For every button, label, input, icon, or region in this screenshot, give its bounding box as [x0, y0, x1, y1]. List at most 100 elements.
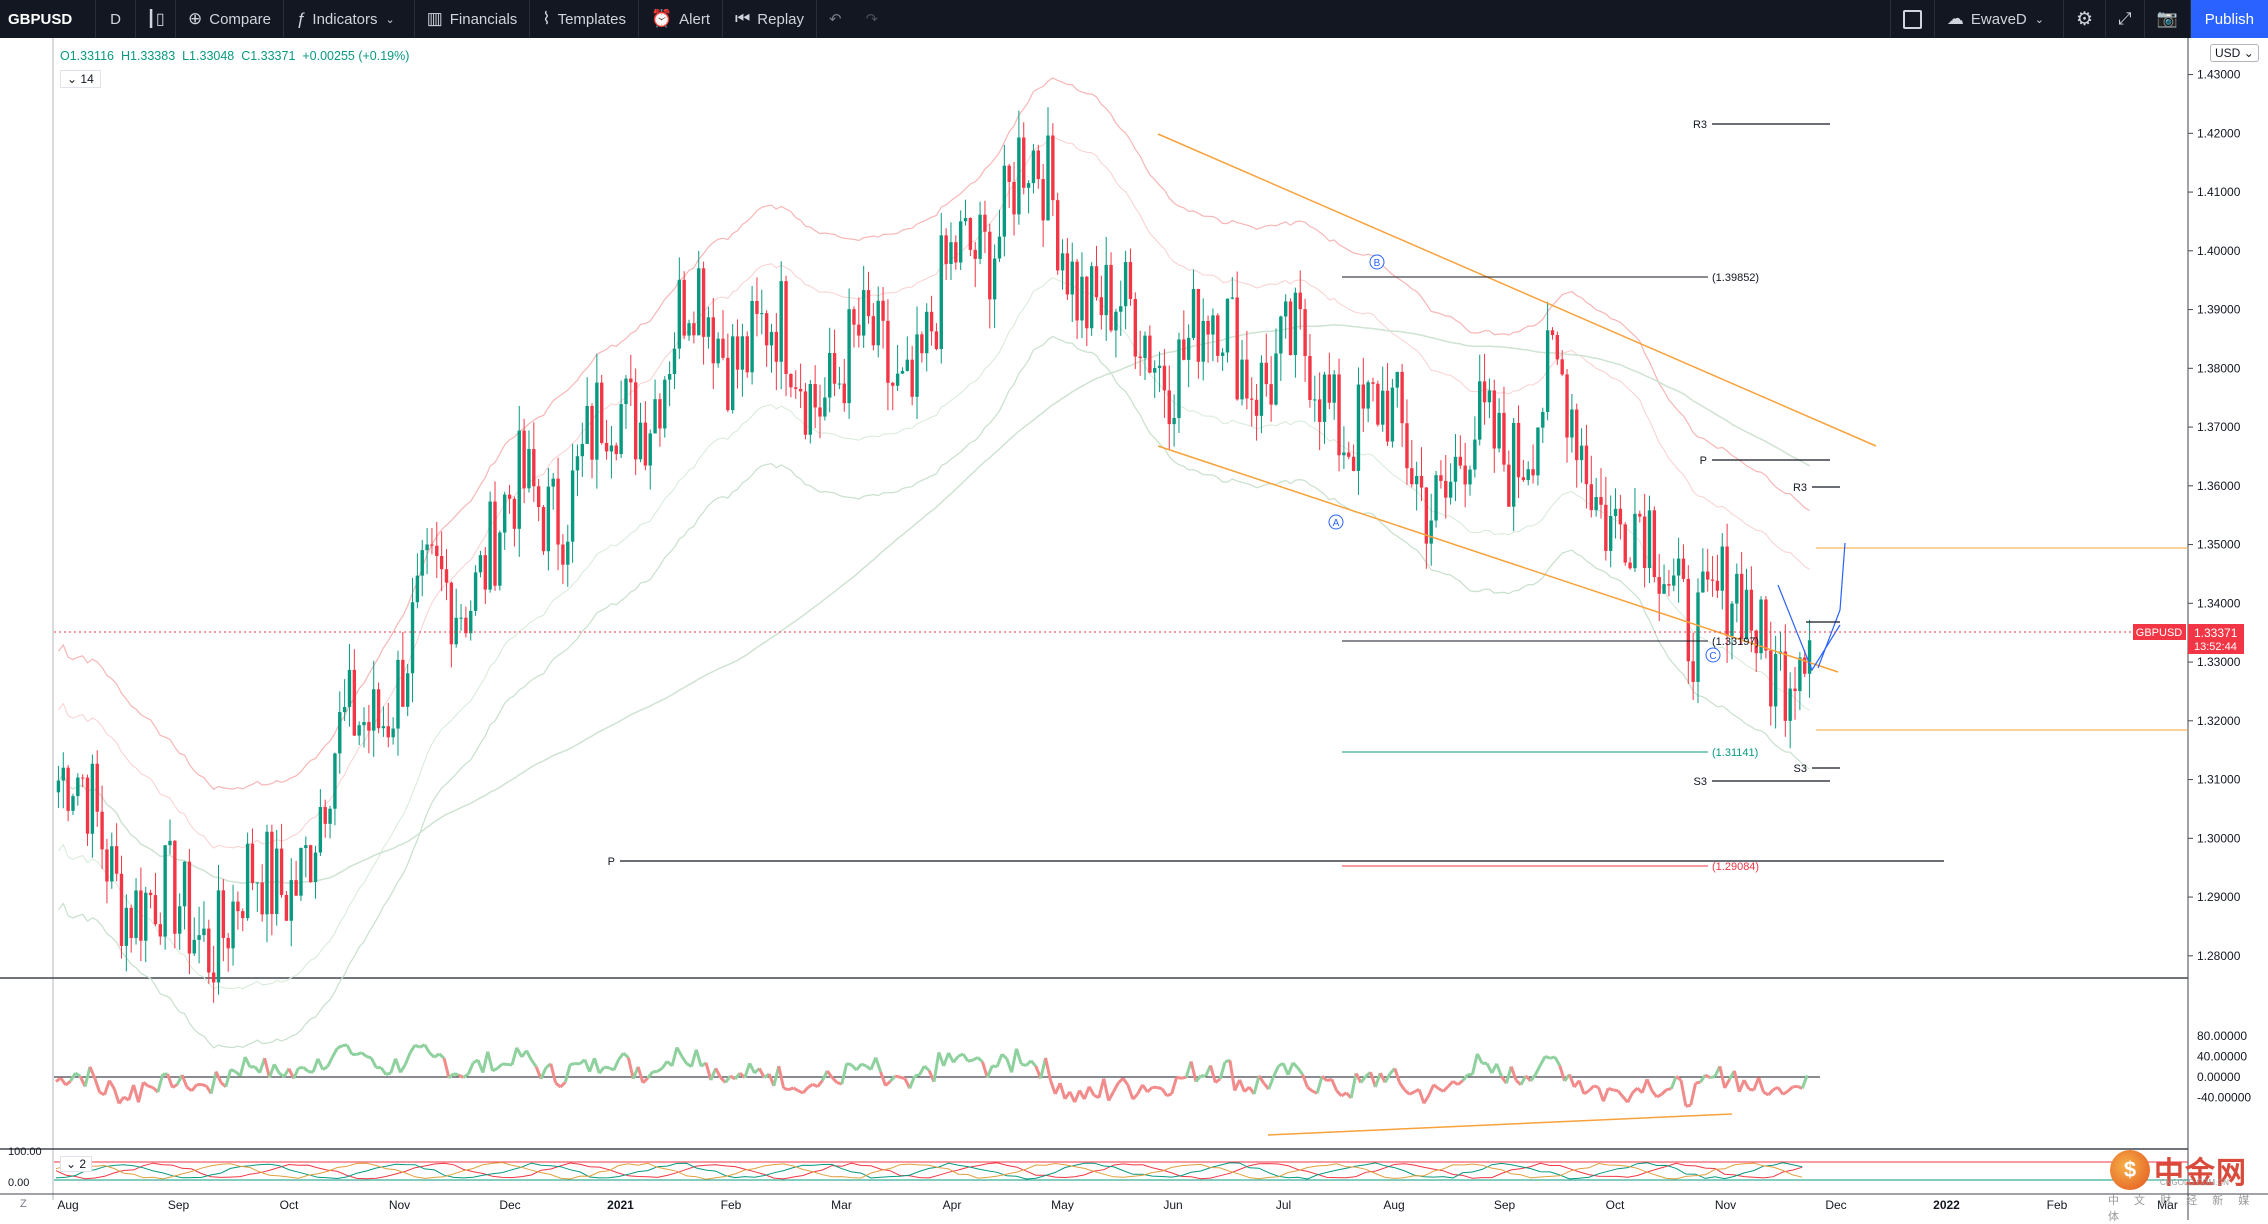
- price-tick-label: 1.35000: [2197, 538, 2241, 552]
- price-tick-label: 1.36000: [2197, 479, 2241, 493]
- osc-tick-label: -40.00000: [2197, 1090, 2251, 1104]
- candle-body: [1172, 418, 1175, 424]
- candle-body: [1415, 476, 1418, 484]
- candle-body: [120, 874, 123, 946]
- candle-body: [1619, 509, 1622, 525]
- candle-body: [1667, 584, 1670, 585]
- candle-body: [1308, 356, 1311, 400]
- candle-body: [1730, 604, 1733, 636]
- indicator-length-toggle[interactable]: ⌄ 14: [60, 70, 101, 88]
- candle-body: [518, 431, 521, 529]
- candle-body: [484, 555, 487, 589]
- osc-segment: [386, 1073, 391, 1074]
- price-tick-label: 1.40000: [2197, 244, 2241, 258]
- time-tick-label: Aug: [1383, 1198, 1404, 1212]
- candle-body: [1357, 385, 1360, 471]
- candle-body: [406, 673, 409, 707]
- candle-body: [1594, 497, 1597, 510]
- candle-body: [513, 499, 516, 529]
- candle-body: [794, 387, 797, 389]
- candle-body: [881, 301, 884, 321]
- candle-body: [1648, 510, 1651, 568]
- wave-label-text: A: [1333, 518, 1340, 529]
- candle-body: [1003, 166, 1006, 237]
- candle-body: [828, 353, 831, 398]
- candle-body: [1138, 357, 1141, 358]
- candle-body: [1274, 353, 1277, 404]
- candle-body: [1716, 581, 1719, 591]
- candle-body: [421, 550, 424, 576]
- candle-body: [1677, 559, 1680, 576]
- candle-body: [1565, 374, 1568, 437]
- candle-body: [333, 753, 336, 808]
- legend-change: +0.00255 (+0.19%): [302, 49, 409, 63]
- candle-body: [1391, 388, 1394, 442]
- candle-body: [896, 374, 899, 386]
- candle-body: [1750, 590, 1753, 631]
- time-tick-label: Apr: [943, 1198, 962, 1212]
- price-tick-label: 1.37000: [2197, 420, 2241, 434]
- candle-body: [1386, 391, 1389, 442]
- candle-body: [915, 334, 918, 396]
- candle-body: [585, 406, 588, 444]
- candle-body: [1473, 440, 1476, 470]
- candle-body: [935, 331, 938, 349]
- candle-body: [940, 235, 943, 349]
- candle-body: [542, 507, 545, 551]
- candle-body: [1328, 375, 1331, 403]
- candle-body: [1653, 510, 1656, 577]
- candle-body: [1764, 600, 1767, 651]
- candle-body: [624, 379, 627, 404]
- osc-segment: [1686, 1105, 1691, 1106]
- candle-body: [910, 360, 913, 397]
- candle-body: [746, 336, 749, 372]
- candle-body: [1119, 306, 1122, 312]
- candle-body: [1740, 574, 1743, 639]
- candle-body: [493, 502, 496, 586]
- oscillator-length-toggle[interactable]: ⌄ 2: [60, 1156, 92, 1172]
- candle-body: [1604, 505, 1607, 551]
- candle-body: [57, 781, 60, 793]
- candle-body: [173, 841, 176, 934]
- candle-body: [726, 358, 729, 410]
- candle-body: [115, 846, 118, 874]
- symbol-tag-text: GBPUSD: [2136, 627, 2183, 639]
- candle-body: [188, 862, 191, 954]
- zoom-label[interactable]: Z: [20, 1198, 27, 1210]
- candle-body: [954, 242, 957, 262]
- candle-body: [668, 374, 671, 380]
- candle-body: [678, 280, 681, 349]
- time-tick-label: Feb: [721, 1198, 742, 1212]
- candle-body: [1221, 353, 1224, 356]
- candle-body: [755, 301, 758, 314]
- osc-segment: [148, 1086, 153, 1087]
- candle-body: [1143, 336, 1146, 358]
- candle-body: [1701, 572, 1704, 593]
- candle-body: [178, 906, 181, 933]
- candle-body: [857, 325, 860, 336]
- osc-segment: [299, 1067, 304, 1068]
- candle-body: [1478, 381, 1481, 439]
- candle-body: [847, 309, 850, 403]
- candle-body: [134, 890, 137, 938]
- candle-body: [697, 268, 700, 335]
- pivot-r3-mid-label: R3: [1793, 482, 1807, 494]
- candle-body: [571, 470, 574, 541]
- time-tick-label: Oct: [280, 1198, 299, 1212]
- candle-body: [1012, 182, 1015, 214]
- candle-body: [721, 339, 724, 358]
- currency-selector[interactable]: USD ⌄: [2210, 44, 2259, 62]
- candle-body: [236, 902, 239, 912]
- osc-tick-label: 0.00000: [2197, 1070, 2241, 1084]
- osc-segment: [454, 1074, 459, 1075]
- last-price-value: 1.33371: [2194, 626, 2238, 640]
- candle-body: [217, 890, 220, 982]
- candle-body: [1352, 457, 1355, 471]
- candle-body: [581, 444, 584, 456]
- candle-body: [1696, 592, 1699, 682]
- candle-body: [789, 374, 792, 387]
- candle-body: [1289, 301, 1292, 355]
- candle-body: [1202, 321, 1205, 362]
- candle-body: [1347, 452, 1350, 456]
